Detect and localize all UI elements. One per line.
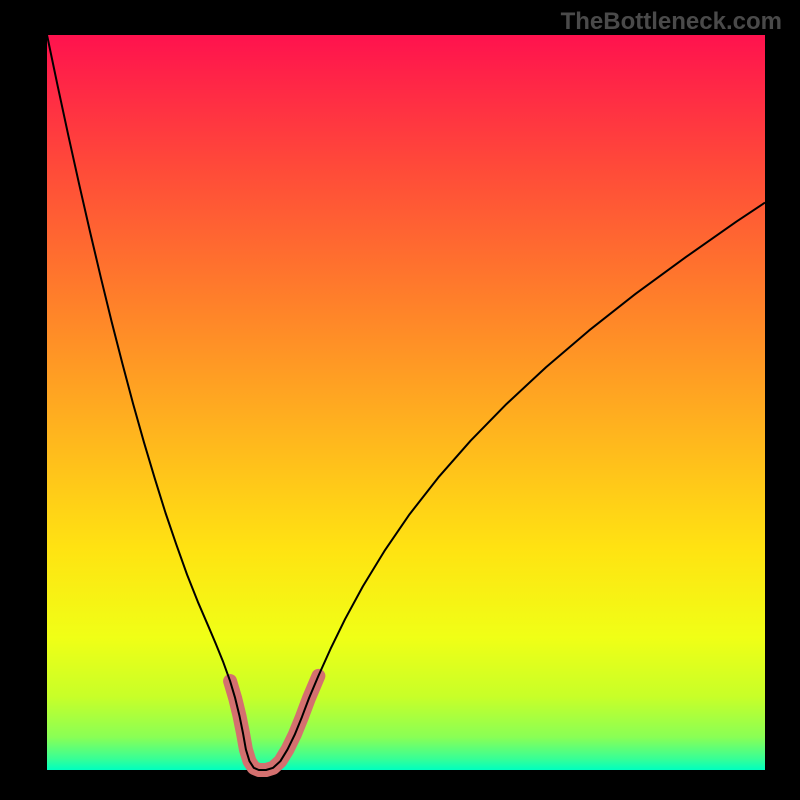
bottleneck-highlight [230, 676, 318, 770]
watermark-text: TheBottleneck.com [561, 8, 782, 36]
canvas-root: TheBottleneck.com [0, 0, 800, 800]
plot-area [47, 35, 765, 770]
bottleneck-curve [47, 35, 765, 770]
curve-layer [47, 35, 765, 770]
